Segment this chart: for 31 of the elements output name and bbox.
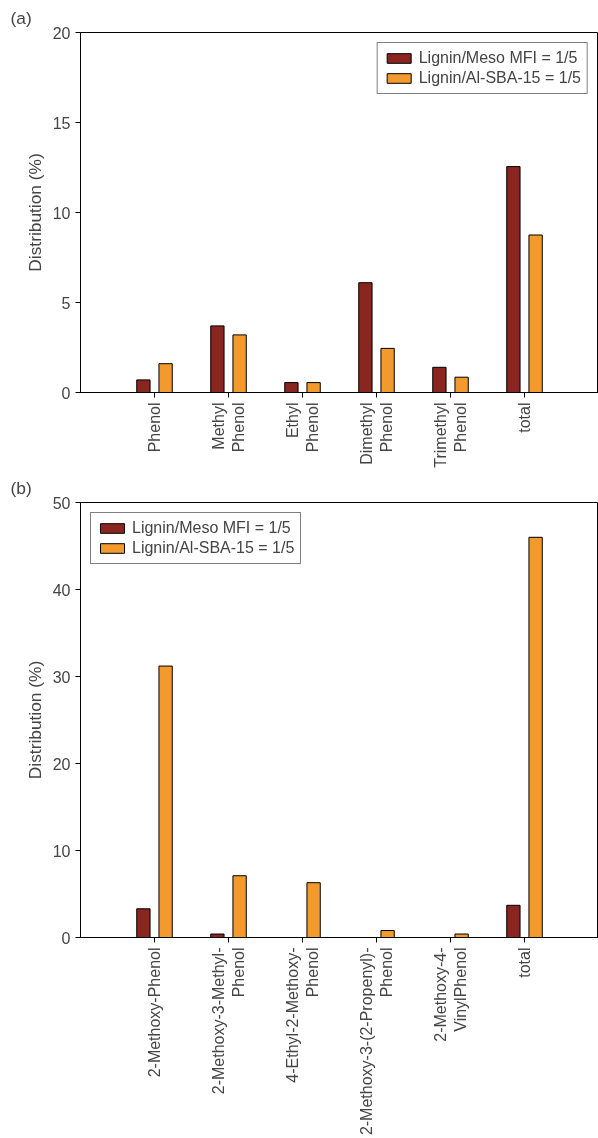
legend-label: Lignin/Al-SBA-15 = 1/5 <box>418 69 581 87</box>
x-tick-label: Phenol <box>146 402 163 453</box>
x-tick-label: 2-Methoxy-3-(2-Propenyl)- Phenol <box>357 947 396 1136</box>
y-tick-label: 10 <box>52 204 71 222</box>
y-tick-label: 40 <box>52 581 71 599</box>
y-tick-label: 20 <box>52 755 71 773</box>
legend-label: Lignin/Meso MFI = 1/5 <box>132 519 291 537</box>
x-tick-label: 2-Methoxy-4- VinylPhenol <box>431 947 470 1042</box>
chart-title: (b) <box>10 477 32 498</box>
y-axis-title: Distribution (%) <box>24 660 45 780</box>
x-tick-label: total <box>516 402 533 433</box>
x-tick-label: 2-Methoxy-3-Methyl- Phenol <box>209 947 248 1095</box>
y-tick-label: 15 <box>52 114 71 132</box>
x-tick-label: 2-Methoxy-Phenol <box>146 947 163 1078</box>
y-tick-label: 0 <box>61 929 71 947</box>
x-tick-label: Methyl Phenol <box>209 402 248 453</box>
x-tick-label: Dimethyl Phenol <box>357 402 396 465</box>
y-tick-label: 30 <box>52 668 71 686</box>
legend-label: Lignin/Al-SBA-15 = 1/5 <box>132 539 295 557</box>
x-tick-label: 4-Ethyl-2-Methoxy- Phenol <box>283 947 322 1083</box>
y-tick-label: 5 <box>61 294 71 312</box>
x-tick-label: Trimethyl Phenol <box>431 402 470 468</box>
y-axis-title: Distribution (%) <box>24 153 45 272</box>
x-tick-label: total <box>516 947 533 978</box>
x-tick-label: Ethyl Phenol <box>283 402 322 453</box>
chart-title: (a) <box>10 7 32 28</box>
y-tick-label: 0 <box>61 384 71 402</box>
y-tick-label: 50 <box>52 494 71 512</box>
y-tick-label: 10 <box>52 842 71 860</box>
y-tick-label: 20 <box>52 24 71 42</box>
legend-label: Lignin/Meso MFI = 1/5 <box>418 49 578 67</box>
